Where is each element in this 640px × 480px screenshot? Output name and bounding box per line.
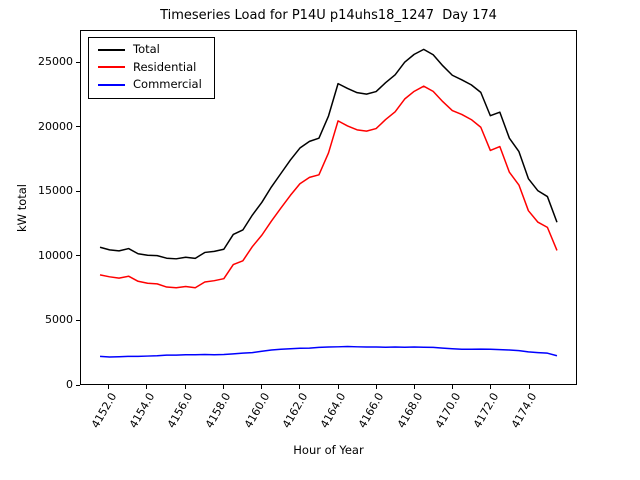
y-tick-mark (76, 384, 80, 386)
y-tick-label: 0 (66, 378, 73, 391)
x-tick-label: 4158.0 (203, 390, 234, 431)
x-tick-mark (337, 385, 339, 389)
x-tick-label: 4152.0 (88, 390, 120, 431)
legend-item-total: Total (98, 42, 202, 56)
y-tick-mark (76, 61, 80, 63)
commercial-series-line (99, 345, 558, 358)
x-tick-mark (184, 385, 186, 389)
x-tick-label: 4154.0 (126, 390, 158, 431)
chart-title: Timeseries Load for P14U p14uhs18_1247 D… (160, 8, 497, 23)
commercial-line-swatch (98, 83, 125, 86)
y-tick-label: 25000 (38, 55, 73, 69)
x-tick-mark (108, 385, 110, 389)
total-line-swatch (98, 48, 125, 51)
x-tick-label: 4174.0 (509, 390, 540, 431)
legend: Total Residential Commercial (88, 37, 215, 99)
plot-area: Total Residential Commercial (80, 30, 577, 385)
residential-series-line (99, 85, 558, 289)
legend-item-residential: Residential (98, 59, 202, 74)
y-tick-label: 10000 (38, 248, 73, 262)
x-tick-label: 4168.0 (394, 390, 425, 431)
x-tick-mark (375, 385, 377, 389)
x-tick-label: 4164.0 (317, 390, 349, 431)
x-axis-label: Hour of Year (293, 443, 364, 457)
legend-label-residential: Residential (133, 59, 197, 74)
x-tick-label: 4156.0 (165, 390, 196, 431)
x-tick-mark (222, 385, 224, 389)
x-tick-label: 4172.0 (470, 390, 502, 431)
y-tick-label: 5000 (45, 313, 73, 327)
y-tick-label: 15000 (38, 184, 73, 198)
x-tick-mark (146, 385, 148, 389)
legend-label-commercial: Commercial (133, 77, 202, 91)
y-tick-mark (76, 126, 80, 128)
legend-item-commercial: Commercial (98, 77, 202, 91)
y-tick-mark (76, 190, 80, 192)
y-tick-label: 20000 (38, 119, 73, 133)
y-tick-mark (76, 319, 80, 321)
x-tick-label: 4170.0 (432, 390, 464, 431)
residential-line-swatch (98, 66, 125, 69)
x-tick-label: 4166.0 (356, 390, 387, 431)
x-tick-mark (414, 385, 416, 389)
x-tick-mark (452, 385, 454, 389)
y-tick-mark (76, 255, 80, 257)
x-tick-label: 4160.0 (241, 390, 272, 431)
x-tick-mark (299, 385, 301, 389)
x-tick-mark (261, 385, 263, 389)
legend-label-total: Total (133, 42, 160, 56)
x-tick-label: 4162.0 (279, 390, 311, 431)
x-tick-mark (528, 385, 530, 389)
total-series-line (99, 48, 558, 260)
plot-lines-canvas (99, 48, 558, 358)
x-tick-mark (490, 385, 492, 389)
